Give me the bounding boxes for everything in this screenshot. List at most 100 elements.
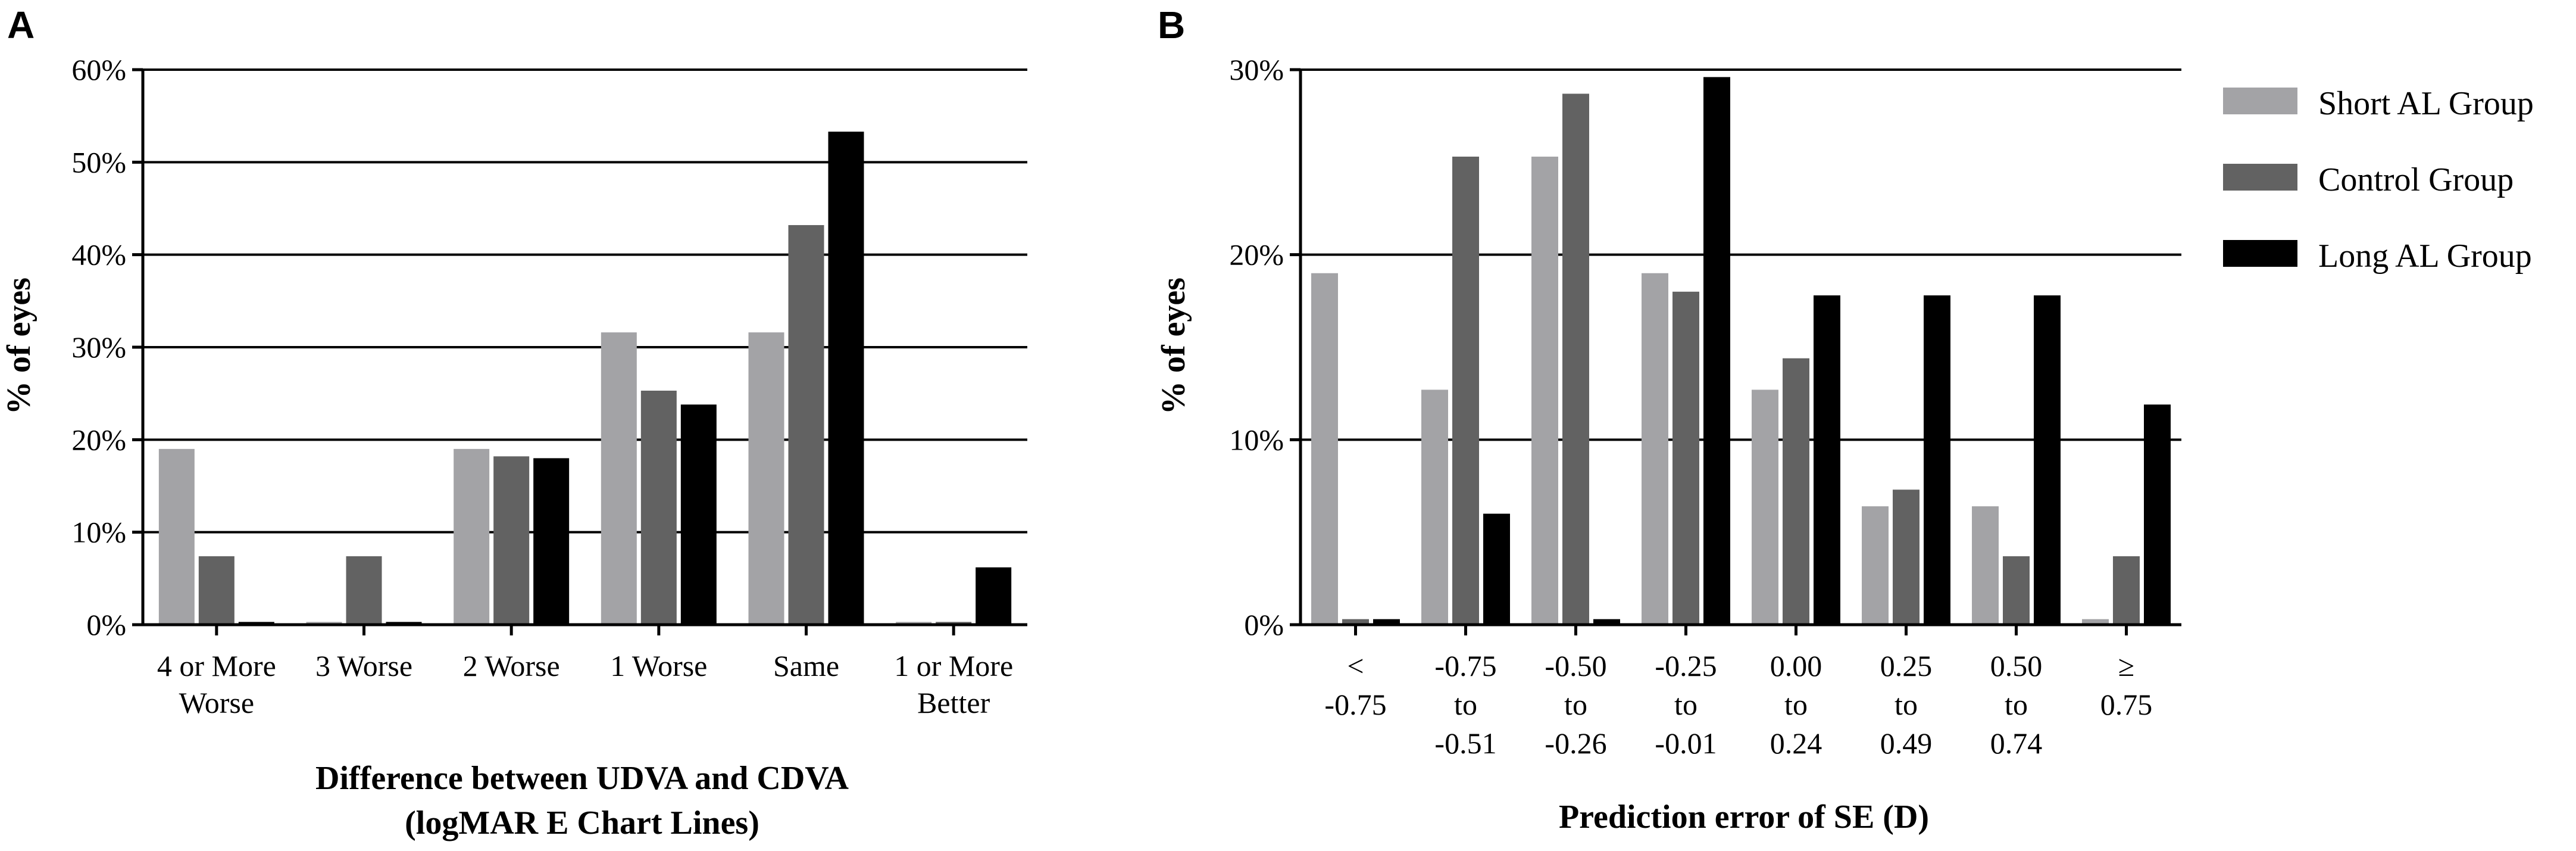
panel-a-bar <box>158 448 195 625</box>
panel-a-y-tick-label: 50% <box>71 145 126 179</box>
legend: Short AL Group Control Group Long AL Group <box>2223 85 2534 275</box>
panel-b-category-label: < <box>1347 649 1364 682</box>
panel-b-category-label: 0.24 <box>1770 727 1822 760</box>
panel-a-x-category-labels: 4 or More Worse 3 Worse 2 Worse 1 Worse Same 1… <box>157 649 1013 719</box>
panel-a-x-axis-title-line1: Difference between UDVA and CDVA <box>315 760 849 797</box>
panel-a-bar <box>533 458 570 625</box>
panel-b-y-axis-title: % of eyes <box>1155 278 1192 414</box>
panel-a-bar <box>198 556 235 625</box>
panel-b-y-tick-labels: 0% 10% 20% 30% <box>1229 53 1284 641</box>
panel-b-category-label: -0.75 <box>1324 688 1386 721</box>
legend-label: Short AL Group <box>2318 85 2534 122</box>
panel-a-chart: 0% 10% 20% 30% 40% 50% 60% 4 or More Worse 3 Wor… <box>1 53 1027 841</box>
panel-b-y-tick-label: 0% <box>1244 608 1284 641</box>
panel-a-bar <box>454 448 490 625</box>
panel-b-bar <box>1311 273 1338 625</box>
panel-a-bar <box>828 132 864 625</box>
panel-b-bar <box>1972 506 1999 625</box>
panel-b-category-label: 0.49 <box>1880 727 1933 760</box>
panel-b-bar <box>1752 389 1778 625</box>
panel-b-bar <box>1924 295 1950 625</box>
panel-b-category-label: 0.25 <box>1880 649 1933 682</box>
panel-a-y-axis-title: % of eyes <box>1 278 37 414</box>
panel-a-category-label: 2 Worse <box>463 649 560 682</box>
panel-b-y-tick-label: 20% <box>1229 238 1284 272</box>
panel-b-category-label: to <box>1564 688 1587 721</box>
panel-b-bar <box>1862 506 1889 625</box>
panel-b-category-label: -0.01 <box>1655 727 1717 760</box>
legend-label: Control Group <box>2318 161 2514 198</box>
panel-b-category-label: to <box>1454 688 1477 721</box>
panel-b-category-label: -0.26 <box>1545 727 1606 760</box>
panel-a-y-tick-label: 20% <box>71 423 126 456</box>
panel-b-letter: B <box>1158 4 1185 46</box>
panel-b-category-label: 0.74 <box>1990 727 2043 760</box>
panel-b-category-label: 0.00 <box>1770 649 1822 682</box>
panel-a-bar <box>493 456 530 625</box>
legend-swatch <box>2223 164 2297 191</box>
panel-b-bar <box>1562 93 1589 625</box>
panel-a-category-label: Worse <box>179 686 255 719</box>
panel-b-bar <box>1593 619 1620 625</box>
panel-b-category-label: to <box>1784 688 1808 721</box>
panel-b-category-label: -0.25 <box>1655 649 1717 682</box>
panel-a-category-label: Better <box>917 686 990 719</box>
panel-a-category-label: 1 or More <box>894 649 1013 682</box>
panel-b-bar <box>1672 291 1699 625</box>
panel-b-y-tick-label: 10% <box>1229 423 1284 456</box>
panel-b-category-label: to <box>1674 688 1697 721</box>
panel-b-category-label: -0.75 <box>1434 649 1496 682</box>
panel-a-bar <box>748 332 784 625</box>
panel-b-bar <box>1452 157 1479 625</box>
panel-b-category-label: 0.50 <box>1990 649 2043 682</box>
panel-a-bar <box>680 404 717 625</box>
legend-label: Long AL Group <box>2318 238 2532 275</box>
panel-b-category-label: to <box>1895 688 1918 721</box>
panel-b-bar <box>1421 389 1448 625</box>
panel-b-category-label: -0.51 <box>1434 727 1496 760</box>
panel-b-chart: 0% 10% 20% 30% < -0.75 -0.75 to -0.51 -0.50 to -0.… <box>1155 53 2181 836</box>
panel-a-category-label: 1 Worse <box>610 649 707 682</box>
panel-a-bars <box>158 132 1012 625</box>
panel-a-y-tick-label: 10% <box>71 516 126 549</box>
panel-b-bar <box>1342 619 1369 625</box>
panel-b-bar <box>1642 273 1668 625</box>
panel-b-bar <box>1531 157 1558 625</box>
panel-b-y-tick-label: 30% <box>1229 53 1284 86</box>
legend-swatch <box>2223 88 2297 114</box>
panel-b-bar <box>2113 556 2140 625</box>
panel-a-category-label: 4 or More <box>157 649 276 682</box>
panel-b-bar <box>2003 556 2030 625</box>
panel-a-bar <box>640 391 677 625</box>
panel-a-x-axis-title-line2: (logMAR E Chart Lines) <box>405 805 759 841</box>
panel-b-x-axis-title: Prediction error of SE (D) <box>1559 799 1929 836</box>
legend-swatch <box>2223 240 2297 267</box>
panel-b-bar <box>1373 619 1400 625</box>
panel-a-bar <box>601 332 637 625</box>
panel-b-category-label: -0.50 <box>1545 649 1606 682</box>
panel-b-category-label: to <box>2005 688 2028 721</box>
panel-a-y-tick-label: 60% <box>71 53 126 86</box>
panel-b-bar <box>2034 295 2061 625</box>
panel-b-bars <box>1311 77 2171 625</box>
panel-b-bar <box>2144 404 2171 625</box>
panel-b-bar <box>1814 295 1840 625</box>
panel-b-bar <box>1703 77 1730 625</box>
panel-a-letter: A <box>7 4 35 46</box>
panel-a-y-tick-label: 0% <box>86 608 126 641</box>
panel-a-category-label: Same <box>773 649 839 682</box>
panel-b-bar <box>2082 619 2109 625</box>
panel-b-category-label: 0.75 <box>2100 688 2153 721</box>
panel-b-x-category-labels: < -0.75 -0.75 to -0.51 -0.50 to -0.26 -0.25 to -0.… <box>1324 649 2152 760</box>
panel-b-category-label: ≥ <box>2118 649 2134 682</box>
panel-a-bar <box>788 225 824 625</box>
panel-b-axes <box>1290 68 2181 635</box>
panel-a-y-tick-labels: 0% 10% 20% 30% 40% 50% 60% <box>71 53 126 641</box>
panel-a-gridlines <box>143 68 1027 534</box>
panel-b-bar <box>1783 358 1809 625</box>
panel-b-bar <box>1893 490 1920 625</box>
panel-a-y-tick-label: 40% <box>71 238 126 272</box>
panel-b-bar <box>1483 513 1510 625</box>
panel-a-bar <box>346 556 382 625</box>
